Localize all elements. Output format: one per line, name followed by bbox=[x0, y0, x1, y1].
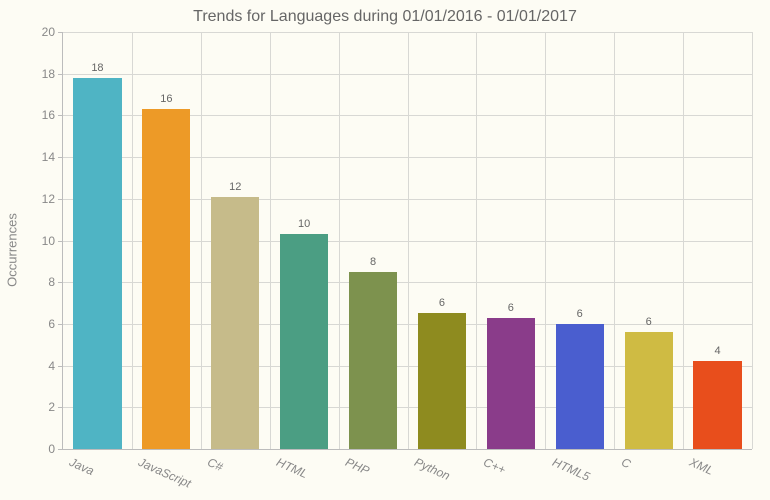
x-category-label: JavaScript bbox=[137, 455, 194, 491]
bar-value-label: 6 bbox=[439, 297, 445, 309]
bar-value-label: 10 bbox=[298, 218, 310, 230]
bar: 12 bbox=[211, 197, 259, 449]
y-tick-label: 14 bbox=[25, 150, 63, 164]
bar: 18 bbox=[73, 78, 121, 449]
bar: 6 bbox=[556, 324, 604, 449]
x-category-label: PHP bbox=[343, 455, 371, 478]
x-category-label: HTML5 bbox=[550, 455, 592, 484]
chart-container: Trends for Languages during 01/01/2016 -… bbox=[0, 0, 770, 500]
y-tick-label: 2 bbox=[25, 400, 63, 414]
bar: 10 bbox=[280, 234, 328, 449]
bar: 4 bbox=[693, 361, 741, 449]
y-axis-label: Occurrences bbox=[5, 213, 20, 287]
y-tick-label: 6 bbox=[25, 317, 63, 331]
x-category-label: C++ bbox=[481, 455, 507, 477]
y-tick-label: 4 bbox=[25, 359, 63, 373]
bar-value-label: 6 bbox=[646, 316, 652, 328]
y-tick-label: 0 bbox=[25, 442, 63, 456]
x-category-label: C bbox=[619, 455, 633, 471]
y-tick-label: 18 bbox=[25, 67, 63, 81]
bar-value-label: 12 bbox=[229, 181, 241, 193]
x-category-label: Python bbox=[412, 455, 452, 483]
bar-value-label: 4 bbox=[714, 345, 720, 357]
bar-value-label: 8 bbox=[370, 256, 376, 268]
plot-area: 0246810121416182018Java16JavaScript12C#1… bbox=[62, 32, 752, 450]
y-tick-label: 8 bbox=[25, 275, 63, 289]
bar: 6 bbox=[487, 318, 535, 449]
x-category-label: C# bbox=[205, 455, 225, 474]
x-category-label: XML bbox=[688, 455, 716, 478]
y-tick-label: 12 bbox=[25, 192, 63, 206]
x-category-label: HTML bbox=[274, 455, 310, 481]
bar-value-label: 6 bbox=[577, 308, 583, 320]
gridline-horizontal bbox=[63, 74, 752, 75]
x-category-label: Java bbox=[68, 455, 97, 478]
y-tick-label: 16 bbox=[25, 108, 63, 122]
y-tick-label: 10 bbox=[25, 234, 63, 248]
bar-value-label: 16 bbox=[160, 93, 172, 105]
bar: 8 bbox=[349, 272, 397, 449]
bar: 6 bbox=[625, 332, 673, 449]
bar: 6 bbox=[418, 313, 466, 449]
y-tick-label: 20 bbox=[25, 25, 63, 39]
bar-value-label: 6 bbox=[508, 302, 514, 314]
bar-value-label: 18 bbox=[91, 62, 103, 74]
chart-title: Trends for Languages during 01/01/2016 -… bbox=[0, 0, 770, 26]
gridline-vertical bbox=[752, 32, 753, 449]
gridline-horizontal bbox=[63, 32, 752, 33]
bar: 16 bbox=[142, 109, 190, 449]
